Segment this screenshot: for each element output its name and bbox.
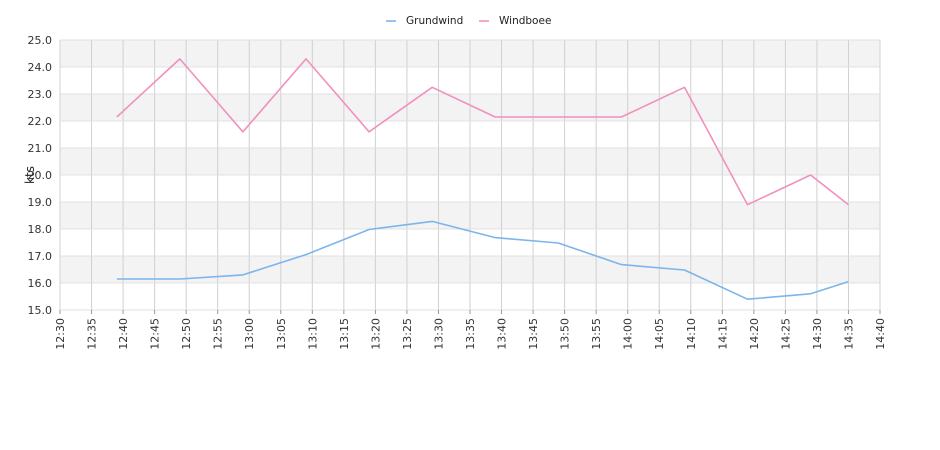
- series-line-windboee: [116, 58, 849, 206]
- x-tick-label: 13:45: [527, 318, 540, 350]
- legend: Grundwind Windboee: [386, 15, 551, 27]
- x-tick-label: 13:55: [590, 318, 603, 350]
- y-tick-label: 15.0: [28, 304, 53, 317]
- x-tick-label: 14:00: [622, 318, 635, 350]
- x-tick-label: 14:35: [842, 318, 855, 350]
- x-tick-label: 13:00: [243, 318, 256, 350]
- x-tick-label: 14:20: [748, 318, 761, 350]
- y-tick-label: 23.0: [28, 88, 53, 101]
- x-tick-label: 12:40: [117, 318, 130, 350]
- y-tick-label: 18.0: [28, 223, 53, 236]
- x-tick-label: 13:30: [432, 318, 445, 350]
- x-tick-label: 12:55: [212, 318, 225, 350]
- series-line-grundwind: [116, 220, 849, 301]
- x-axis-ticks: 12:30 12:35 12:40 12:45 12:50 12:55 13:00 13:05…: [54, 310, 887, 350]
- y-tick-label: 25.0: [28, 34, 53, 47]
- legend-label: Windboee: [499, 15, 551, 27]
- x-tick-label: 13:10: [306, 318, 319, 350]
- x-tick-label: 13:50: [559, 318, 572, 350]
- x-tick-label: 13:40: [496, 318, 509, 350]
- horizontal-gridlines: [60, 39, 880, 311]
- x-tick-label: 13:05: [275, 318, 288, 350]
- x-tick-label: 12:35: [86, 318, 99, 350]
- y-tick-label: 19.0: [28, 196, 53, 209]
- y-tick-label: 24.0: [28, 61, 53, 74]
- y-tick-label: 21.0: [28, 142, 53, 155]
- x-tick-label: 12:50: [180, 318, 193, 350]
- x-tick-label: 14:10: [685, 318, 698, 350]
- x-tick-label: 14:15: [716, 318, 729, 350]
- x-tick-label: 13:25: [401, 318, 414, 350]
- x-tick-label: 14:05: [653, 318, 666, 350]
- x-tick-label: 12:30: [54, 318, 67, 350]
- legend-label: Grundwind: [406, 15, 463, 27]
- y-axis-title: kts: [23, 166, 37, 184]
- y-tick-label: 22.0: [28, 115, 53, 128]
- y-tick-label: 16.0: [28, 277, 53, 290]
- x-tick-label: 12:45: [149, 318, 162, 350]
- x-tick-label: 14:40: [874, 318, 887, 350]
- series-lines: [116, 58, 849, 301]
- x-tick-label: 13:15: [338, 318, 351, 350]
- y-tick-label: 20.0: [28, 169, 53, 182]
- x-tick-label: 13:35: [464, 318, 477, 350]
- x-tick-label: 14:30: [811, 318, 824, 350]
- y-tick-label: 17.0: [28, 250, 53, 263]
- x-tick-label: 14:25: [779, 318, 792, 350]
- y-axis-ticks: 15.0 16.0 17.0 18.0 19.0 20.0 21.0 22.0 23.0 24.0…: [28, 34, 53, 317]
- x-tick-label: 13:20: [369, 318, 382, 350]
